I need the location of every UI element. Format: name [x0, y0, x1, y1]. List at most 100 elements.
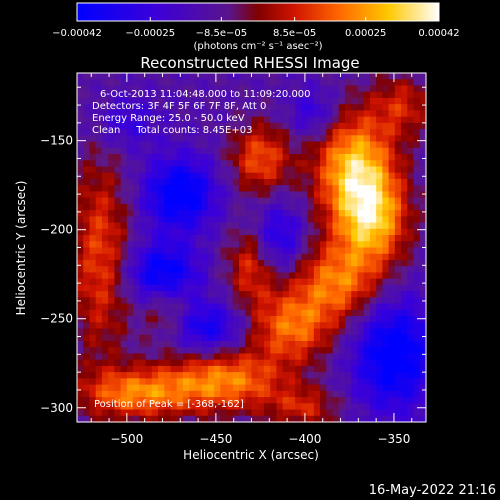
heatmap-cell [164, 347, 172, 355]
heatmap-cell [263, 340, 271, 348]
heatmap-cell [95, 272, 103, 280]
heatmap-cell [295, 365, 302, 373]
heatmap-cell [295, 178, 302, 186]
heatmap-cell [83, 85, 91, 93]
heatmap-cell [245, 228, 253, 236]
heatmap-cell [182, 116, 190, 124]
heatmap-cell [133, 309, 140, 317]
heatmap-cell [401, 104, 408, 111]
heatmap-cell [357, 222, 365, 230]
heatmap-cell [313, 272, 321, 280]
heatmap-cell [344, 372, 352, 379]
heatmap-cell [282, 272, 290, 280]
heatmap-cell [164, 160, 172, 168]
heatmap-cell [419, 166, 427, 174]
heatmap-cell [239, 316, 246, 323]
heatmap-cell [245, 203, 253, 211]
heatmap-cell [332, 135, 340, 143]
heatmap-cell [388, 390, 396, 398]
heatmap-cell [326, 403, 334, 411]
heatmap-cell [226, 253, 234, 261]
heatmap-cell [419, 160, 427, 168]
heatmap-cell [282, 403, 290, 411]
heatmap-cell [89, 172, 97, 180]
heatmap-cell [332, 110, 340, 118]
heatmap-cell [77, 384, 84, 392]
heatmap-cell [232, 197, 240, 205]
heatmap-cell [239, 284, 246, 292]
heatmap-cell [332, 397, 340, 404]
heatmap-cell [351, 415, 359, 423]
heatmap-cell [257, 104, 265, 111]
heatmap-cell [95, 403, 103, 411]
heatmap-cell [413, 110, 421, 118]
heatmap-cell [263, 316, 271, 323]
heatmap-cell [407, 322, 415, 330]
heatmap-cell [369, 253, 377, 261]
heatmap-cell [282, 79, 290, 87]
heatmap-cell [89, 390, 97, 398]
heatmap-cell [126, 110, 134, 118]
heatmap-cell [139, 222, 147, 230]
heatmap-cell [301, 328, 309, 336]
heatmap-cell [139, 403, 147, 411]
heatmap-cell [276, 347, 284, 355]
heatmap-cell [413, 415, 421, 423]
heatmap-cell [407, 104, 415, 111]
heatmap-cell [251, 365, 259, 373]
heatmap-cell [176, 340, 184, 348]
heatmap-cell [114, 403, 122, 411]
heatmap-cell [270, 85, 278, 93]
heatmap-cell [276, 97, 284, 105]
heatmap-cell [214, 135, 221, 143]
heatmap-cell [257, 185, 265, 193]
heatmap-cell [301, 353, 309, 361]
heatmap-cell [394, 160, 402, 168]
heatmap-cell [394, 415, 402, 423]
heatmap-cell [114, 278, 122, 286]
heatmap-cell [214, 272, 221, 280]
heatmap-cell [151, 178, 159, 186]
heatmap-cell [419, 316, 427, 323]
heatmap-cell [95, 266, 103, 274]
heatmap-cell [239, 278, 246, 286]
heatmap-cell [114, 178, 122, 186]
heatmap-cell [251, 353, 259, 361]
heatmap-cell [220, 110, 228, 118]
heatmap-cell [394, 390, 402, 398]
heatmap-cell [351, 235, 359, 242]
heatmap-cell [419, 141, 427, 149]
heatmap-cell [189, 141, 197, 149]
heatmap-cell [226, 141, 234, 149]
heatmap-cell [351, 409, 359, 417]
heatmap-cell [220, 203, 228, 211]
heatmap-cell [164, 340, 172, 348]
heatmap-cell [170, 278, 178, 286]
heatmap-cell [83, 241, 91, 249]
heatmap-cell [89, 309, 97, 317]
heatmap-cell [307, 272, 315, 280]
heatmap-cell [95, 197, 103, 205]
heatmap-cell [139, 210, 147, 217]
heatmap-cell [170, 334, 178, 342]
heatmap-cell [307, 359, 315, 367]
heatmap-cell [83, 147, 91, 155]
heatmap-cell [288, 135, 296, 143]
heatmap-cell [95, 278, 103, 286]
colorbar-tick-label: 8.5e−05 [273, 28, 316, 39]
heatmap-cell [407, 228, 415, 236]
heatmap-cell [276, 129, 284, 136]
heatmap-cell [338, 253, 346, 261]
heatmap-cell [263, 178, 271, 186]
heatmap-cell [369, 359, 377, 367]
heatmap-cell [195, 85, 203, 93]
heatmap-cell [101, 322, 109, 330]
heatmap-cell [276, 191, 284, 199]
heatmap-cell [89, 73, 97, 80]
heatmap-cell [276, 110, 284, 118]
heatmap-cell [83, 191, 91, 199]
heatmap-cell [232, 203, 240, 211]
heatmap-cell [182, 284, 190, 292]
heatmap-cell [133, 228, 140, 236]
heatmap-cell [270, 241, 278, 249]
